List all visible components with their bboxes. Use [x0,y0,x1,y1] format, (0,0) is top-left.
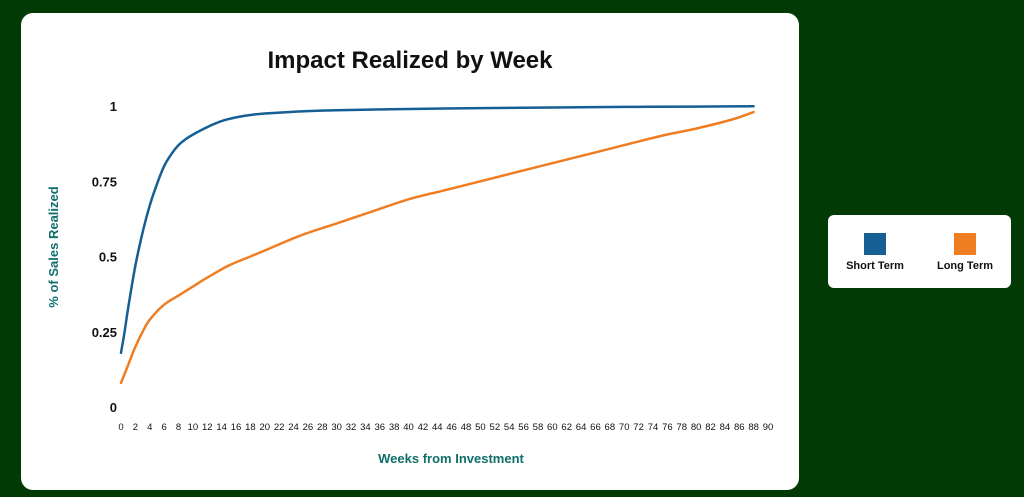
x-tick-label: 58 [533,422,544,433]
x-tick-label: 38 [389,422,400,433]
x-tick-label: 32 [346,422,357,433]
y-tick-label: 0.75 [92,174,117,189]
x-tick-label: 26 [303,422,314,433]
x-tick-label: 8 [176,422,181,433]
x-tick-label: 36 [375,422,386,433]
x-tick-label: 78 [676,422,687,433]
x-tick-label: 42 [418,422,429,433]
x-tick-label: 54 [504,422,515,433]
y-tick-label: 1 [110,99,117,114]
x-axis-label: Weeks from Investment [378,451,524,466]
x-tick-label: 62 [561,422,572,433]
y-axis-ticks: 0 0.25 0.5 0.75 1 [92,99,117,415]
x-tick-label: 80 [691,422,702,433]
x-tick-label: 74 [648,422,659,433]
x-tick-label: 18 [245,422,256,433]
x-tick-label: 72 [633,422,644,433]
x-tick-label: 84 [720,422,731,433]
x-tick-label: 88 [748,422,759,433]
x-tick-label: 0 [118,422,123,433]
chart-title: Impact Realized by Week [267,47,553,74]
legend: Short Term Long Term [828,215,1011,288]
legend-item-long-term: Long Term [920,233,1010,272]
x-tick-label: 64 [576,422,587,433]
x-tick-label: 14 [216,422,227,433]
x-tick-label: 52 [490,422,501,433]
x-tick-label: 44 [432,422,443,433]
x-tick-label: 46 [446,422,457,433]
chart-card: Impact Realized by Week [21,13,799,490]
x-tick-label: 22 [274,422,285,433]
x-tick-label: 60 [547,422,558,433]
x-tick-label: 90 [763,422,774,433]
legend-item-short-term: Short Term [830,233,920,272]
x-tick-label: 20 [259,422,270,433]
legend-swatch-long-term [954,233,976,255]
legend-label-short-term: Short Term [846,260,904,272]
y-tick-label: 0 [110,400,117,415]
x-tick-label: 82 [705,422,716,433]
x-tick-label: 28 [317,422,328,433]
x-tick-label: 4 [147,422,152,433]
x-tick-label: 56 [518,422,529,433]
x-tick-label: 50 [475,422,486,433]
x-tick-label: 76 [662,422,673,433]
y-tick-label: 0.5 [99,250,117,265]
x-tick-label: 30 [331,422,342,433]
x-tick-label: 2 [133,422,138,433]
y-axis-label: % of Sales Realized [46,186,61,307]
series-line-short-term [119,105,755,355]
x-axis-ticks: 0 2 4 6 8 10 12 14 16 18 20 22 24 26 28 30 32 34 36 38 40 42 4… [118,422,773,433]
series-line-long-term [119,110,755,385]
x-tick-label: 48 [461,422,472,433]
x-tick-label: 6 [161,422,166,433]
x-tick-label: 86 [734,422,745,433]
x-tick-label: 40 [403,422,414,433]
line-chart: 00.250.50.751 0 2 4 6 8 10 12 14 16 18 20 22 24 26 28 3… [46,99,773,466]
y-tick-label: 0.25 [92,325,117,340]
x-tick-label: 12 [202,422,213,433]
legend-swatch-short-term [864,233,886,255]
series-lines [119,105,755,385]
x-tick-label: 24 [288,422,299,433]
legend-label-long-term: Long Term [936,260,993,272]
x-tick-label: 66 [590,422,601,433]
x-tick-label: 34 [360,422,371,433]
x-tick-label: 10 [188,422,199,433]
x-tick-label: 16 [231,422,242,433]
x-tick-label: 70 [619,422,630,433]
x-tick-label: 68 [605,422,616,433]
